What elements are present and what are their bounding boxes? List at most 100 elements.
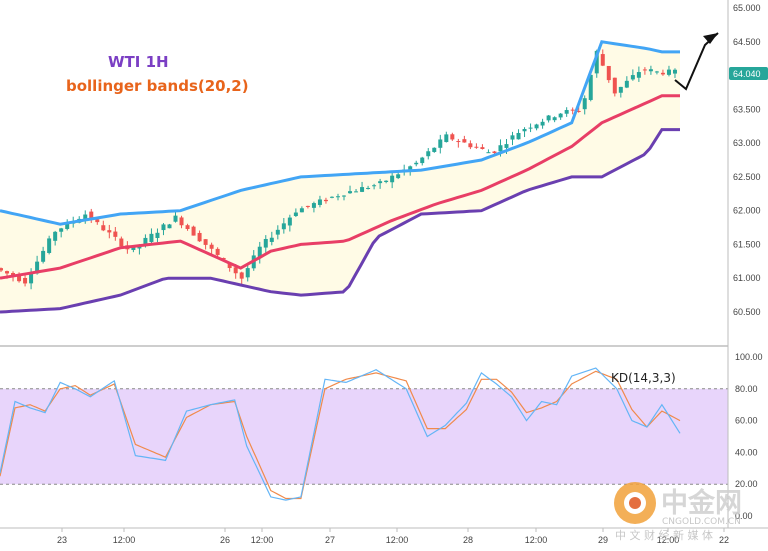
watermark-slogan: 中 文 财 经 新 媒 体 [615,528,713,542]
candle-body [348,191,353,194]
candle-body [480,147,485,149]
candle-body [342,195,347,197]
candle-body [197,232,202,242]
candle-body [414,162,419,165]
time-axis: 23 12:00 26 12:00 27 12:00 28 12:00 29 12:00 22 [0,527,768,545]
kd-tick-label: 40.00 [735,447,758,457]
time-tick-label: 12:00 [525,535,548,545]
candle-body [191,226,196,236]
time-tick-label: 12:00 [657,535,680,545]
candle-body [35,261,40,274]
candle-body [107,230,112,233]
candle-body [311,203,316,208]
candle-body [474,146,479,148]
candle-body [287,217,292,226]
time-tick-label: 27 [325,535,335,545]
candle-body [660,72,665,75]
candle-body [281,223,286,230]
candle-body [59,228,64,232]
bollinger-band-fill [0,41,680,313]
candle-body [642,69,647,71]
price-tick-label: 64.500 [733,37,761,47]
candle-body [624,80,629,88]
candle-body [185,225,190,230]
candle-body [143,237,148,245]
candle-body [666,69,671,75]
candle-body [606,65,611,81]
candle-body [552,117,557,121]
candle-body [89,211,94,220]
price-tick-label: 61.500 [733,239,761,249]
candle-body [510,135,515,140]
price-pane: WTI 1H bollinger bands(20,2) [0,32,719,314]
candle-body [245,268,250,278]
kd-tick-label: 100.00 [735,352,763,362]
time-tick-label: 28 [463,535,473,545]
candle-body [546,115,551,121]
chart-subtitle: bollinger bands(20,2) [66,77,249,95]
time-tick-label: 29 [598,535,608,545]
candle-body [167,224,172,229]
time-tick-label: 22 [719,535,729,545]
kd-tick-label: 80.00 [735,384,758,394]
time-tick-label: 26 [220,535,230,545]
candle-body [239,272,244,279]
candle-body [582,98,587,110]
candle-body [101,225,106,231]
candle-body [630,75,635,80]
price-tick-label: 62.500 [733,172,761,182]
watermark-url: CNGOLD.COM.CN [662,517,741,527]
candle-body [588,74,593,100]
kd-axis: 100.00 80.00 60.00 40.00 20.00 0.00 [727,346,763,528]
kd-tick-label: 60.00 [735,416,758,426]
candle-body [221,257,226,260]
candle-body [305,205,310,207]
last-price-label: 64.040 [733,69,761,79]
candle-body [558,113,563,118]
candle-body [600,54,605,66]
lower-bollinger-band [0,128,680,314]
upper-bollinger-band [0,40,680,226]
candle-body [576,110,581,112]
candle-body [275,229,280,235]
candle-body [293,212,298,217]
watermark-logo-dot-icon [629,497,641,509]
price-tick-label: 65.000 [733,3,761,13]
candle-body [648,69,653,72]
price-tick-label: 62.000 [733,206,761,216]
price-tick-label: 63.000 [733,138,761,148]
cngold-watermark: 中金网 CNGOLD.COM.CN 中 文 财 经 新 媒 体 [614,482,742,542]
candle-body [29,273,34,284]
candle-body [492,151,497,154]
time-tick-label: 12:00 [251,535,274,545]
last-price-tag [729,67,768,80]
kd-overbought-oversold-zone [0,388,728,485]
time-tick-label: 23 [57,535,67,545]
candle-body [299,208,304,213]
candle-body [47,238,52,253]
candle-body [594,50,599,74]
candle-body [456,141,461,143]
trend-arrow-head [703,33,718,44]
candle-body [570,109,575,111]
candle-body [95,219,100,223]
candle-body [612,77,617,94]
candle-body [426,151,431,157]
kd-tick-label: 20.00 [735,479,758,489]
candle-body [83,214,88,220]
candle-body [360,187,365,192]
candle-body [215,248,220,255]
candle-body [329,196,334,198]
time-tick-label: 12:00 [113,535,136,545]
candle-body [173,215,178,222]
candle-body [179,217,184,226]
candle-body [432,147,437,152]
candle-body [444,134,449,143]
candle-body [672,69,677,74]
price-tick-label: 63.500 [733,104,761,114]
candle-body [354,191,359,193]
candle-body [396,174,401,179]
candle-body [323,199,328,202]
candle-body [161,224,166,231]
